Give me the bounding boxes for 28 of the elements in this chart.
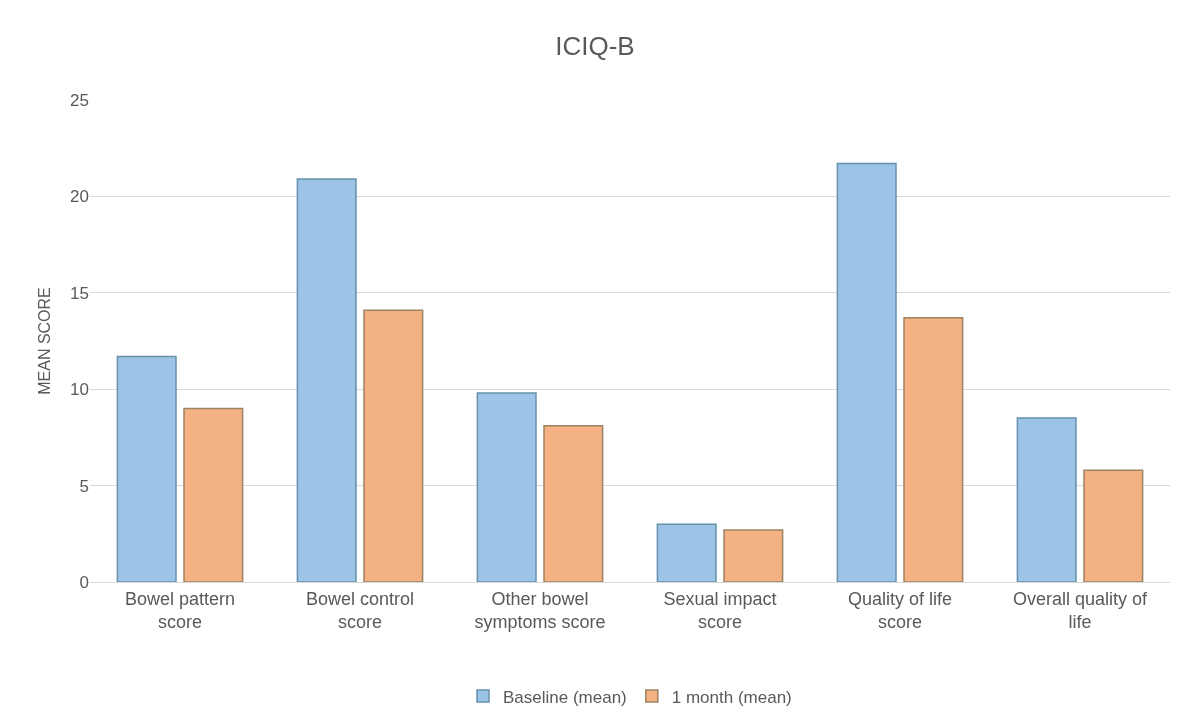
bar (476, 392, 537, 582)
x-tick-label: Bowel control score (305, 588, 415, 632)
bar (363, 309, 424, 582)
y-tick-label: 5 (79, 476, 89, 496)
bar (183, 407, 244, 582)
chart-title: ICIQ-B (555, 30, 635, 61)
bar (656, 523, 717, 582)
x-tick-label: Overall quality of life (1012, 588, 1149, 632)
bar (903, 317, 964, 582)
bar (543, 425, 604, 582)
y-tick-label: 25 (70, 90, 89, 110)
y-tick-label: 20 (70, 187, 89, 207)
bar (1083, 469, 1144, 582)
bar (296, 178, 357, 582)
legend-label: 1 month (mean) (671, 687, 792, 707)
x-tick-label: Quality of life score (847, 588, 953, 632)
x-tick-label: Bowel pattern score (124, 588, 236, 632)
y-axis-title: MEAN SCORE (35, 287, 53, 395)
x-tick-label: Other bowel symptoms score (474, 588, 606, 632)
x-tick-label: Sexual impact score (663, 588, 777, 632)
bar (836, 162, 897, 582)
y-tick-label: 0 (79, 572, 89, 592)
bar (116, 355, 177, 582)
bar (723, 529, 784, 582)
y-tick-label: 10 (70, 380, 89, 400)
y-tick-label: 15 (70, 283, 89, 303)
legend-label: Baseline (mean) (503, 687, 627, 707)
bar (1016, 417, 1077, 582)
